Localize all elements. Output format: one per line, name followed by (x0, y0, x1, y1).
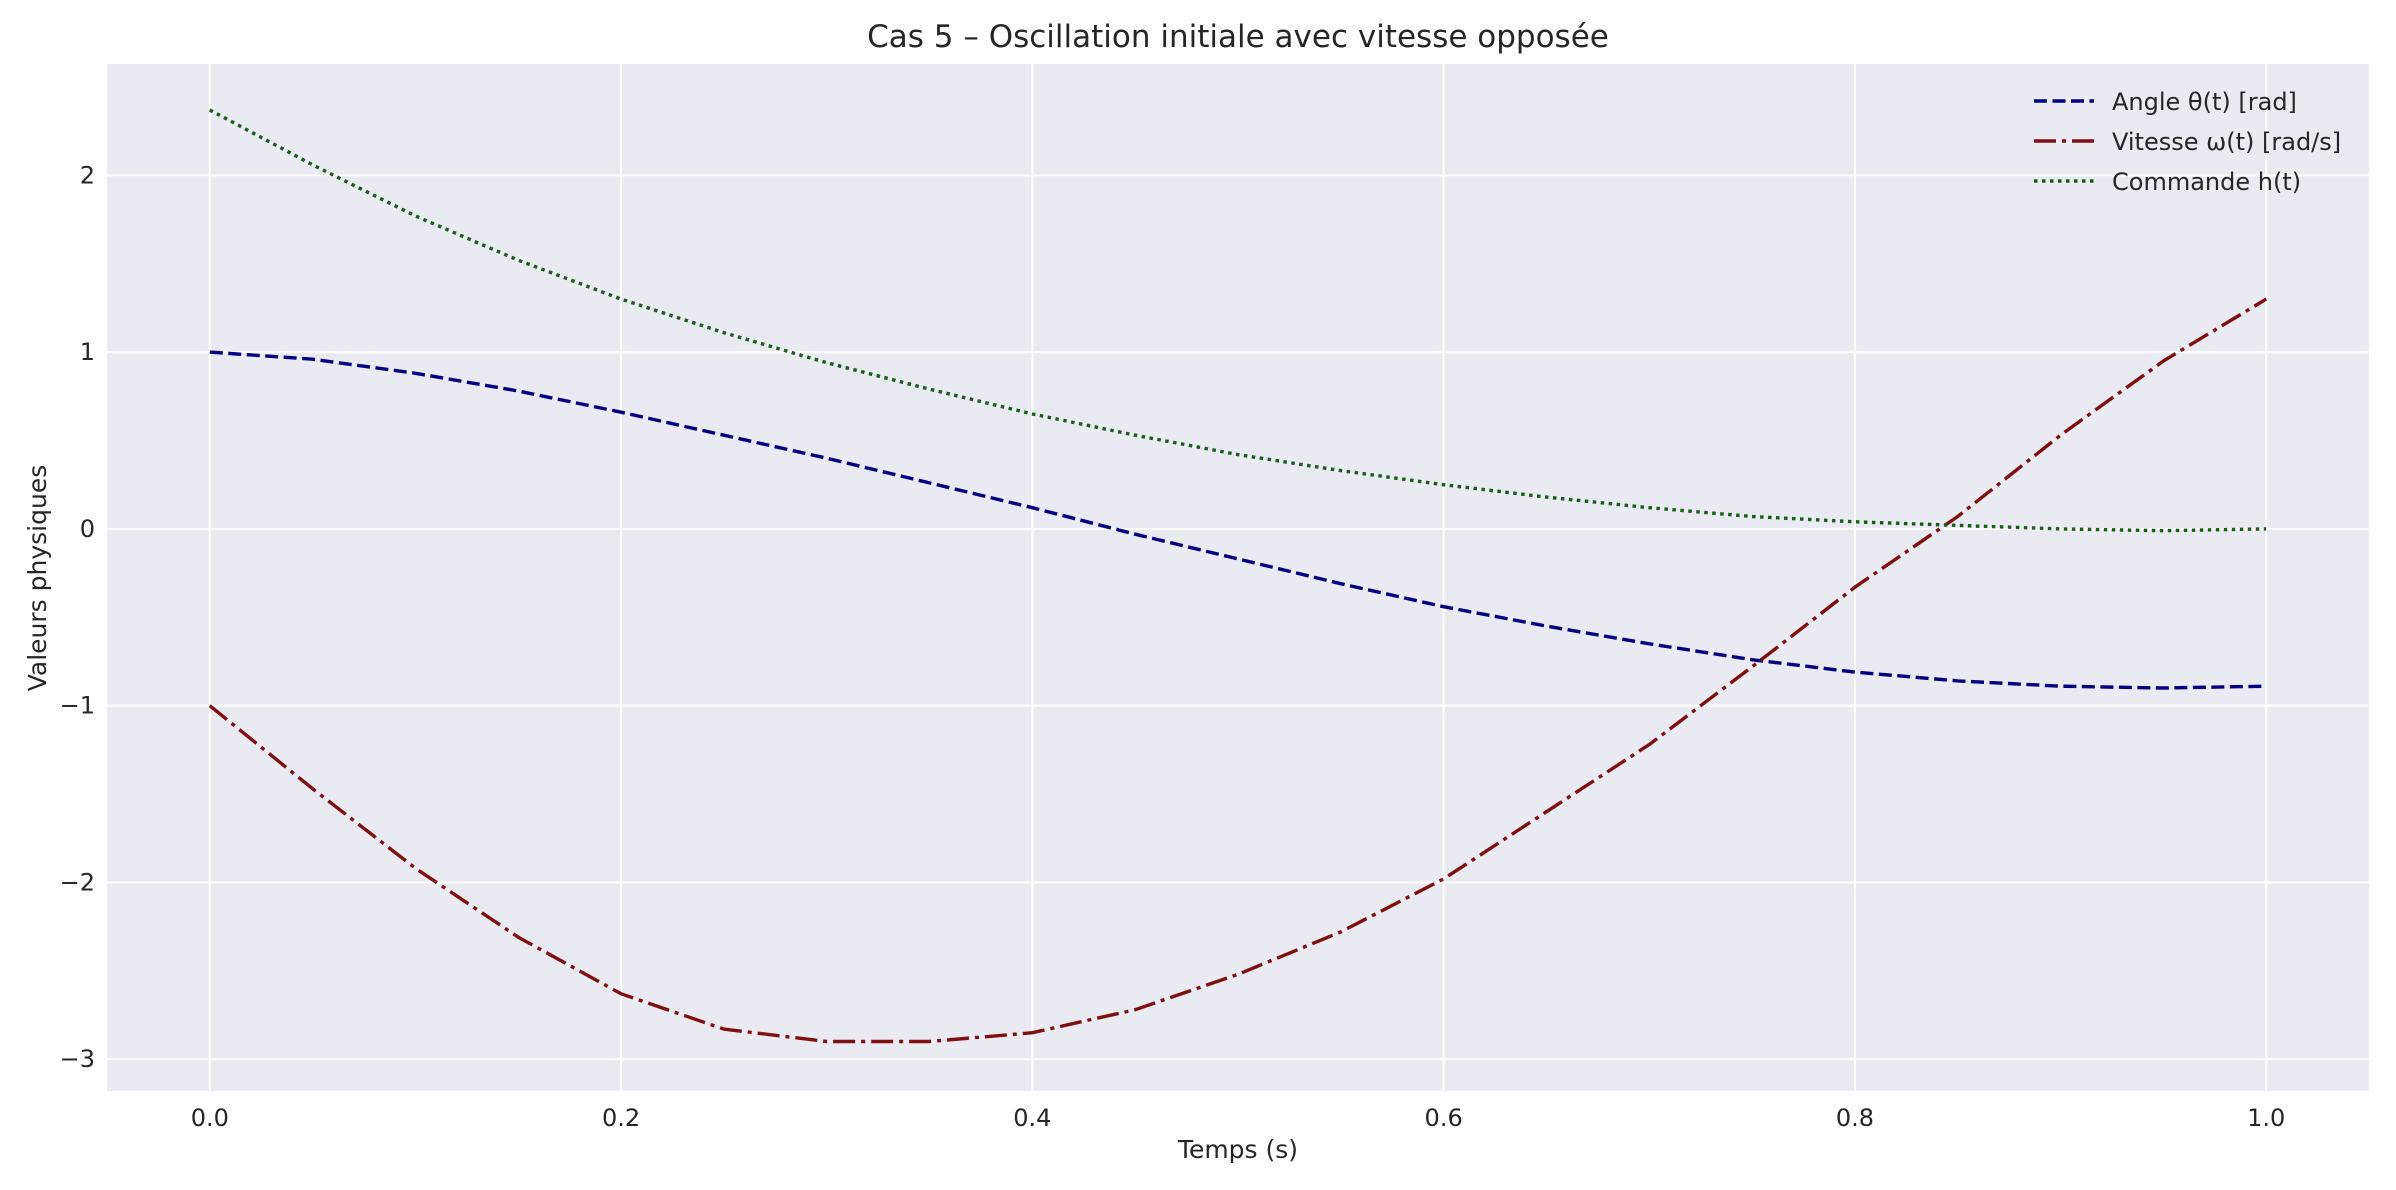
grid-lines (107, 64, 2369, 1091)
x-tick-labels: 0.0 0.2 0.4 0.6 0.8 1.0 (191, 1104, 2286, 1132)
legend-label-commande: Commande h(t) (2112, 168, 2301, 196)
y-tick-label: −3 (60, 1045, 95, 1073)
x-tick-label: 0.2 (602, 1104, 640, 1132)
y-tick-label: 2 (80, 161, 95, 189)
x-tick-label: 0.6 (1425, 1104, 1463, 1132)
y-tick-labels: −3 −2 −1 0 1 2 (60, 161, 95, 1073)
plot-area (107, 64, 2369, 1091)
series-line-commande (209, 108, 2267, 533)
x-tick-label: 0.4 (1013, 1104, 1051, 1132)
series-line-angle (209, 350, 2267, 690)
x-tick-label: 1.0 (2247, 1104, 2285, 1132)
y-axis-label: Valeurs physiques (23, 465, 52, 692)
x-tick-label: 0.8 (1836, 1104, 1874, 1132)
legend: Angle θ(t) [rad] Vitesse ω(t) [rad/s] Co… (2034, 88, 2341, 196)
legend-label-angle: Angle θ(t) [rad] (2112, 88, 2297, 116)
series-line-vitesse (208, 297, 2268, 1044)
x-axis-label: Temps (s) (1177, 1135, 1298, 1164)
series-lines (208, 108, 2268, 1044)
chart-title: Cas 5 – Oscillation initiale avec vitess… (867, 19, 1609, 55)
y-tick-label: −1 (60, 692, 95, 720)
y-tick-label: 1 (80, 338, 95, 366)
y-tick-label: −2 (60, 868, 95, 896)
y-tick-label: 0 (80, 515, 95, 543)
x-tick-label: 0.0 (191, 1104, 229, 1132)
legend-label-vitesse: Vitesse ω(t) [rad/s] (2112, 128, 2341, 156)
